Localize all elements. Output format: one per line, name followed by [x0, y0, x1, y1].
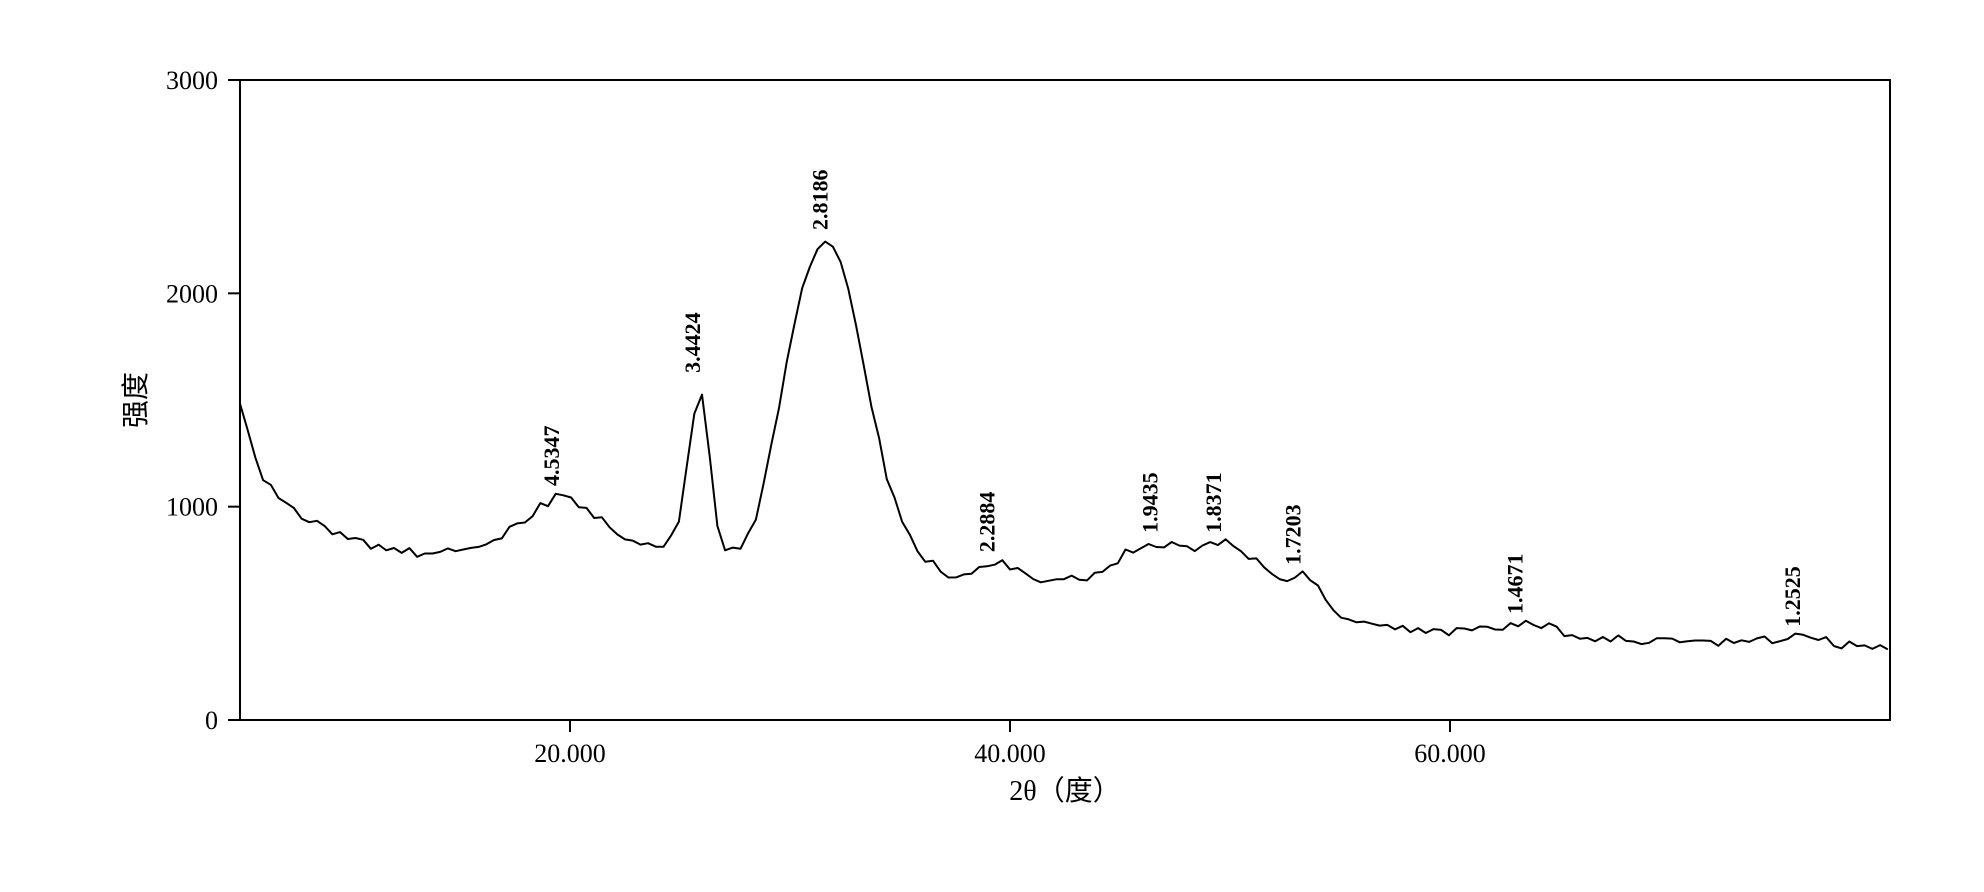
peak-label: 3.4424	[680, 312, 705, 373]
y-axis-label: 强度	[120, 372, 152, 428]
chart-svg: 20.000 40.000 60.000 0 1000 2000 3000 2θ（度） 强度 4.…	[20, 20, 1964, 872]
x-tick-label: 20.000	[534, 739, 606, 768]
peak-label: 1.2525	[1780, 566, 1805, 627]
peak-label: 1.9435	[1137, 472, 1162, 533]
x-tick-label: 60.000	[1414, 739, 1486, 768]
x-tick-label: 40.000	[974, 739, 1046, 768]
xrd-curve	[240, 242, 1888, 650]
xrd-chart: 20.000 40.000 60.000 0 1000 2000 3000 2θ（度） 强度 4.…	[20, 20, 1964, 872]
plot-border	[240, 80, 1890, 720]
y-tick-label: 3000	[166, 66, 218, 95]
peak-label: 1.4671	[1503, 554, 1528, 615]
y-tick-label: 2000	[166, 279, 218, 308]
y-tick-label: 1000	[166, 493, 218, 522]
x-axis-label: 2θ（度）	[1009, 775, 1120, 807]
peak-label: 2.8186	[807, 170, 832, 231]
peak-label: 1.7203	[1280, 504, 1305, 565]
peak-label: 4.5347	[539, 426, 564, 487]
y-tick-label: 0	[205, 706, 218, 735]
peak-label: 1.8371	[1201, 472, 1226, 533]
peak-label: 2.2884	[975, 492, 1000, 553]
